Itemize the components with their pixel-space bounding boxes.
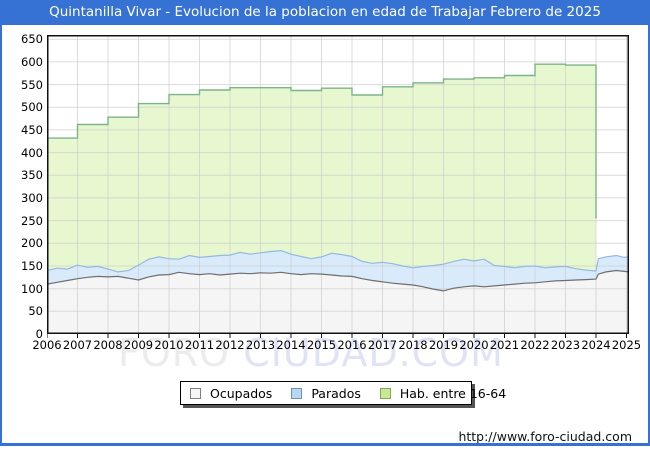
legend-label: Parados [311, 385, 361, 401]
y-axis-label: 650 [21, 32, 43, 47]
x-axis-label: 2021 [489, 338, 520, 352]
x-axis-label: 2009 [123, 338, 154, 352]
legend-item: Hab. entre 16-64 [379, 385, 507, 401]
x-axis-label: 2015 [306, 338, 337, 352]
legend-label: Ocupados [210, 385, 273, 401]
x-axis-label: 2006 [32, 338, 62, 352]
x-axis-label: 2007 [62, 338, 93, 352]
watermark-part1: FORO [118, 331, 244, 375]
x-axis-label: 2022 [520, 338, 550, 352]
watermark: FORO CIUDAD.COM [118, 331, 504, 375]
y-axis-label: 550 [21, 77, 43, 92]
y-axis-label: 50 [28, 304, 43, 319]
y-axis-label: 150 [21, 258, 43, 273]
x-axis-label: 2013 [245, 338, 276, 352]
legend-label: Hab. entre 16-64 [399, 385, 507, 401]
footer-url: http://www.foro-ciudad.com [458, 429, 632, 444]
x-axis-label: 2020 [459, 338, 489, 352]
x-axis-label: 2011 [184, 338, 215, 352]
watermark-part2: CIUDAD.COM [243, 331, 504, 375]
y-axis-label: 450 [21, 122, 43, 137]
x-axis-label: 2010 [154, 338, 184, 352]
x-axis-label: 2017 [367, 338, 398, 352]
legend-item: Parados [291, 386, 361, 401]
legend-swatch [379, 387, 391, 399]
x-axis-label: 2018 [398, 338, 428, 352]
legend-swatch [190, 387, 201, 399]
y-axis-label: 600 [21, 54, 43, 69]
y-axis-label: 500 [21, 100, 43, 115]
y-axis-label: 250 [21, 213, 43, 228]
x-axis-label: 2012 [215, 338, 245, 352]
legend-swatch [291, 387, 303, 399]
x-axis-label: 2008 [93, 338, 123, 352]
x-axis-label: 2025 [611, 338, 642, 352]
y-axis-label: 0 [35, 327, 43, 341]
chart-canvas [46, 35, 630, 338]
y-axis-label: 400 [21, 145, 43, 160]
y-axis-label: 300 [21, 190, 43, 205]
x-axis-label: 2024 [581, 338, 611, 352]
x-axis-label: 2016 [337, 338, 367, 352]
evolution-area-chart [46, 35, 630, 338]
x-axis-label: 2023 [550, 338, 581, 352]
chart-legend: Ocupados Parados Hab. entre 16-64 [180, 381, 506, 405]
y-axis-label: 200 [21, 236, 43, 251]
y-axis-label: 100 [21, 281, 43, 296]
page-title: Quintanilla Vivar - Evolucion de la pobl… [0, 0, 650, 25]
y-axis-label: 350 [21, 168, 43, 183]
legend-item: Ocupados [190, 386, 272, 401]
x-axis-label: 2014 [276, 338, 306, 352]
x-axis-label: 2019 [428, 338, 459, 352]
